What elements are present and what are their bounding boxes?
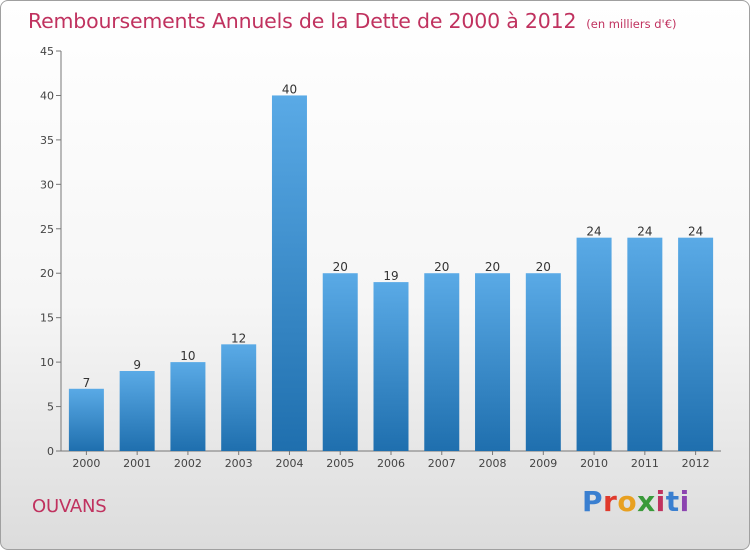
x-tick-label: 2004 (275, 457, 303, 470)
logo-letter: o (617, 485, 638, 518)
x-tick-label: 2008 (479, 457, 507, 470)
y-tick-label: 15 (40, 312, 54, 325)
proxiti-logo: Proxiti (582, 485, 690, 518)
data-label: 40 (282, 82, 297, 96)
logo-letter: x (637, 485, 656, 518)
bar-2004 (271, 95, 307, 451)
chart-title: Remboursements Annuels de la Dette de 20… (28, 9, 577, 33)
data-label: 9 (133, 358, 141, 372)
data-label: 7 (83, 376, 91, 390)
x-tick-label: 2002 (174, 457, 202, 470)
y-tick-label: 30 (40, 178, 54, 191)
bar-2000 (68, 388, 104, 451)
y-tick-label: 45 (40, 45, 54, 58)
y-tick-label: 25 (40, 223, 54, 236)
bar-2009 (525, 273, 561, 451)
x-tick-label: 2011 (631, 457, 659, 470)
x-tick-label: 2012 (682, 457, 710, 470)
x-tick-label: 2006 (377, 457, 405, 470)
x-tick-label: 2001 (123, 457, 151, 470)
y-tick-label: 40 (40, 89, 54, 102)
logo-letter: P (582, 485, 604, 518)
bar-2010 (576, 237, 612, 451)
bar-2006 (373, 282, 409, 451)
logo-letter: r (603, 485, 618, 518)
chart-unit: (en milliers d'€) (586, 17, 677, 31)
x-tick-label: 2009 (529, 457, 557, 470)
y-tick-label: 35 (40, 134, 54, 147)
bar-2011 (627, 237, 663, 451)
location-name: OUVANS (32, 496, 107, 517)
bar-2002 (170, 362, 206, 451)
y-tick-label: 20 (40, 267, 54, 280)
x-tick-label: 2005 (326, 457, 354, 470)
data-label: 24 (637, 225, 652, 239)
bar-2001 (119, 371, 155, 451)
bar-2007 (424, 273, 460, 451)
bar-2008 (475, 273, 511, 451)
logo-letter: i (655, 485, 666, 518)
data-label: 20 (536, 260, 551, 274)
data-label: 20 (485, 260, 500, 274)
data-label: 19 (383, 269, 398, 283)
x-tick-label: 2007 (428, 457, 456, 470)
data-label: 12 (231, 331, 246, 345)
chart-title-row: Remboursements Annuels de la Dette de 20… (28, 9, 677, 33)
y-tick-label: 0 (47, 445, 54, 458)
x-tick-label: 2003 (225, 457, 253, 470)
x-tick-label: 2000 (72, 457, 100, 470)
bar-2012 (678, 237, 714, 451)
data-label: 20 (333, 260, 348, 274)
logo-letter: t (665, 485, 680, 518)
bar-2003 (221, 344, 257, 451)
y-tick-label: 10 (40, 356, 54, 369)
data-label: 20 (434, 260, 449, 274)
x-tick-label: 2010 (580, 457, 608, 470)
logo-letter: i (679, 485, 690, 518)
bar-2005 (322, 273, 358, 451)
data-label: 24 (688, 225, 703, 239)
data-label: 24 (586, 225, 601, 239)
data-label: 10 (180, 349, 195, 363)
y-tick-label: 5 (47, 401, 54, 414)
